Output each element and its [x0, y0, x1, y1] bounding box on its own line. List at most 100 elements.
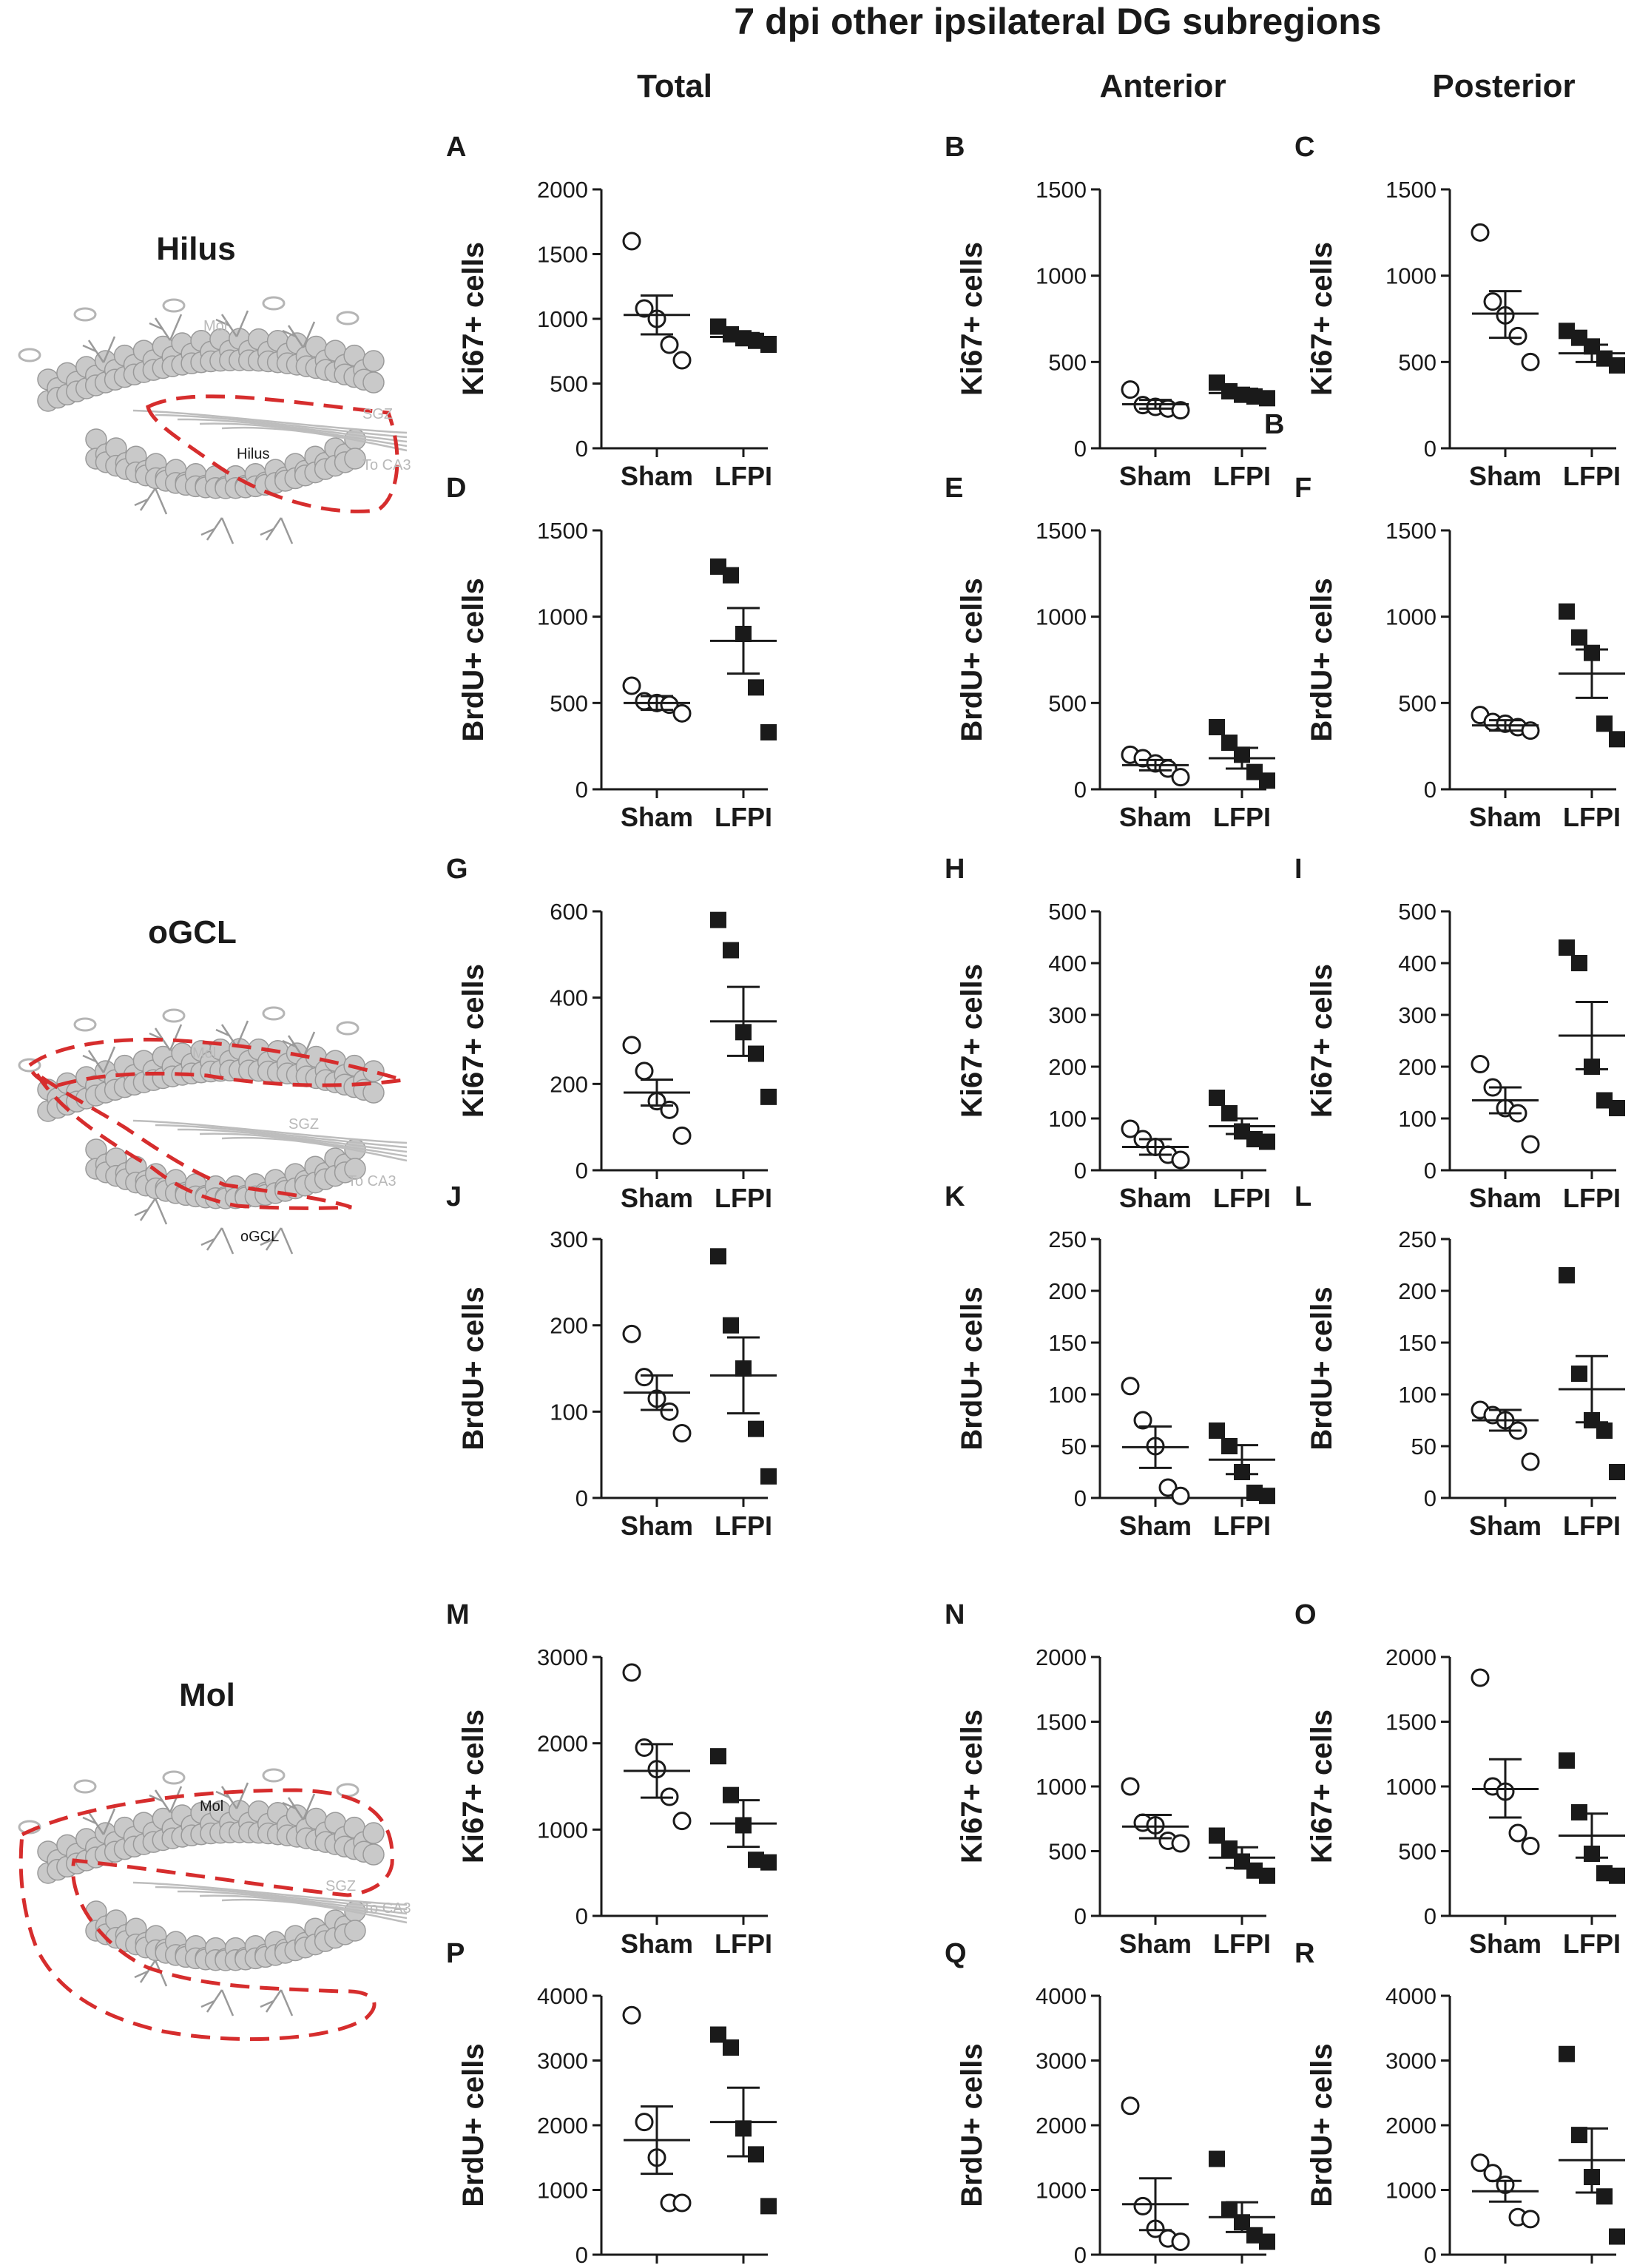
data-point-lfpi	[1259, 1133, 1275, 1150]
data-point-sham	[635, 2113, 654, 2132]
data-point-lfpi	[1559, 939, 1575, 956]
data-point-sham	[1121, 1119, 1140, 1138]
y-tick-label: 1000	[1385, 263, 1436, 289]
panel-label: B	[945, 132, 965, 163]
y-tick-label: 50	[1061, 1434, 1087, 1459]
y-tick-label: 600	[550, 899, 588, 925]
x-tick-label: LFPI	[1213, 1928, 1271, 1959]
ogcl-outline-lower	[35, 1072, 352, 1210]
y-tick-label: 500	[1398, 690, 1436, 716]
data-point-lfpi	[710, 558, 726, 575]
y-axis-label: Ki67+ cells	[956, 964, 988, 1118]
panel-label: K	[945, 1181, 965, 1212]
data-point-sham	[1471, 223, 1490, 242]
x-tick-label: Sham	[621, 1183, 693, 1213]
x-tick-label: LFPI	[1213, 461, 1271, 491]
x-tick-label: LFPI	[1213, 1511, 1271, 1541]
dendrite	[260, 517, 294, 544]
y-axis-label: BrdU+ cells	[1306, 2043, 1338, 2207]
dendrite	[260, 1989, 294, 2016]
y-tick-label: 1500	[1385, 177, 1436, 203]
panel-G: G Ki67+ cells 0 200 400 600 Sham LFPI	[446, 854, 777, 1213]
y-tick-label: 500	[1048, 899, 1087, 925]
schematic-label-to-ca3: To CA3	[348, 1173, 396, 1189]
y-axis-label: BrdU+ cells	[1306, 578, 1338, 741]
dendrite	[215, 310, 249, 337]
panel-label: O	[1294, 1599, 1317, 1630]
y-tick-label: 0	[575, 436, 588, 462]
y-tick-label: 200	[1048, 1054, 1087, 1080]
y-tick-label: 0	[575, 1903, 588, 1929]
y-tick-label: 3000	[537, 1644, 588, 1670]
data-point-sham	[635, 1368, 654, 1387]
y-axis-label: Ki67+ cells	[457, 242, 490, 396]
x-tick-label: LFPI	[715, 461, 772, 491]
column-header-posterior: Posterior	[1432, 68, 1575, 104]
data-point-lfpi	[1596, 1865, 1613, 1882]
dendrite	[200, 517, 234, 544]
dendrite	[149, 314, 183, 341]
x-tick-label: Sham	[621, 802, 693, 832]
y-axis-label: BrdU+ cells	[956, 1286, 988, 1450]
data-point-lfpi	[1209, 374, 1225, 391]
data-point-sham	[1508, 326, 1527, 345]
x-tick-label: LFPI	[715, 1511, 772, 1541]
y-axis-label: Ki67+ cells	[457, 1710, 490, 1863]
y-axis-label: Ki67+ cells	[1306, 1710, 1338, 1863]
y-tick-label: 250	[1048, 1226, 1087, 1252]
y-tick-label: 1000	[537, 306, 588, 332]
data-point-sham	[660, 1100, 679, 1119]
y-tick-label: 0	[1074, 1158, 1087, 1184]
mossy-fiber	[177, 418, 408, 443]
y-tick-label: 1000	[537, 1817, 588, 1843]
data-point-lfpi	[1609, 731, 1625, 748]
data-point-lfpi	[1571, 955, 1587, 971]
y-tick-label: 2000	[537, 2113, 588, 2139]
data-point-sham	[1171, 1150, 1190, 1170]
y-tick-label: 200	[1398, 1054, 1436, 1080]
x-tick-label: Sham	[1469, 802, 1542, 832]
y-tick-label: 2000	[537, 1731, 588, 1757]
y-tick-label: 0	[1424, 436, 1436, 462]
data-point-sham	[1471, 2153, 1490, 2173]
data-point-sham	[622, 1324, 641, 1343]
y-tick-label: 2000	[1385, 1644, 1436, 1670]
y-tick-label: 2000	[1036, 1644, 1087, 1670]
dendrite	[282, 321, 316, 348]
schematic-label-hilus: Hilus	[237, 446, 269, 462]
panel-C: C Ki67+ cells 0 500 1000 1500 Sham LFPI	[1294, 132, 1625, 491]
molecular-cell	[336, 1021, 359, 1036]
y-tick-label: 150	[1048, 1330, 1087, 1356]
x-tick-label: LFPI	[1563, 1928, 1621, 1959]
y-tick-label: 1500	[1036, 177, 1087, 203]
data-point-lfpi	[1559, 1752, 1575, 1769]
schematic-label-mol: Mol	[192, 1045, 216, 1062]
data-point-sham	[1121, 1777, 1140, 1796]
data-point-lfpi	[1571, 1366, 1587, 1382]
y-axis-label: Ki67+ cells	[1306, 964, 1338, 1118]
x-tick-label: LFPI	[715, 802, 772, 832]
y-tick-label: 2000	[1385, 2113, 1436, 2139]
mossy-fiber	[221, 1898, 408, 1924]
dendrite	[215, 1782, 249, 1809]
y-axis-label: BrdU+ cells	[457, 2043, 490, 2207]
y-tick-label: 1000	[1036, 1774, 1087, 1800]
y-tick-label: 500	[1048, 1839, 1087, 1865]
x-tick-label: LFPI	[1213, 1183, 1271, 1213]
y-tick-label: 0	[1074, 1485, 1087, 1511]
dendrite	[134, 1198, 168, 1225]
mossy-fiber	[155, 1124, 408, 1149]
x-tick-label: Sham	[1119, 1183, 1192, 1213]
data-point-sham	[1521, 2210, 1540, 2229]
panel-label: N	[945, 1599, 965, 1630]
molecular-cell	[73, 1779, 97, 1794]
data-point-lfpi	[1246, 1485, 1263, 1501]
granule-cell	[362, 350, 385, 372]
mossy-fiber	[199, 1894, 408, 1920]
column-header-anterior: Anterior	[1099, 68, 1226, 104]
data-point-lfpi	[1209, 1422, 1225, 1439]
y-tick-label: 1000	[1036, 263, 1087, 289]
